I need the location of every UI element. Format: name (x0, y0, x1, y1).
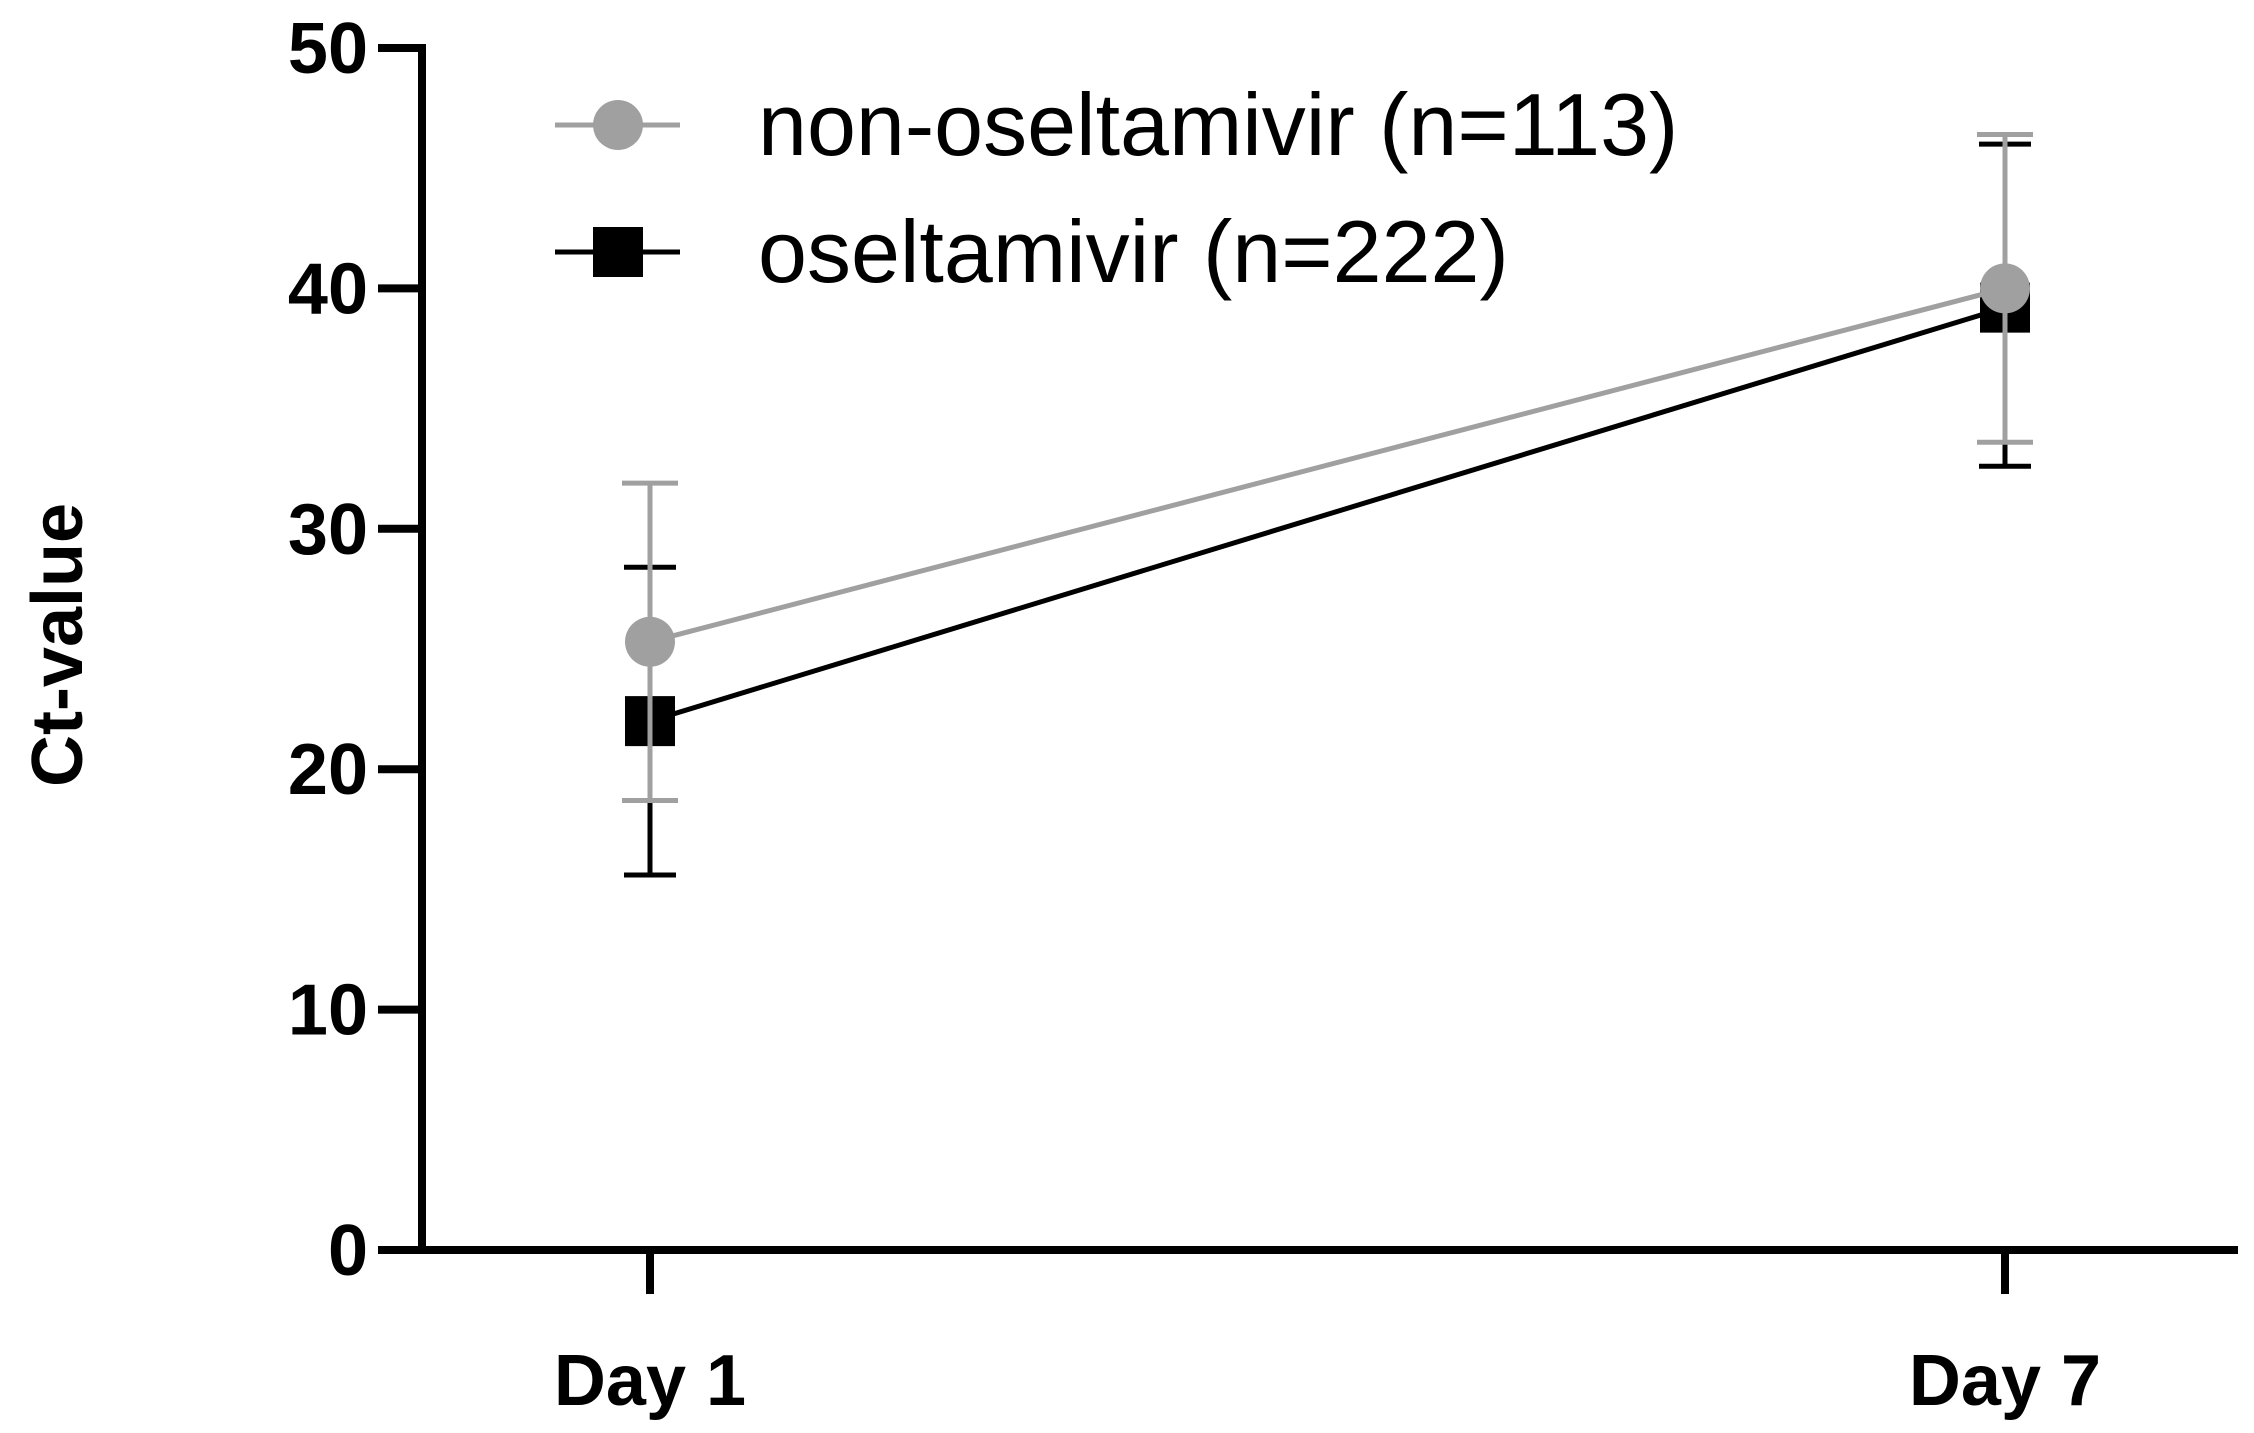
y-tick-label: 30 (288, 490, 368, 570)
data-point (625, 616, 675, 667)
legend-label: oseltamivir (n=222) (758, 202, 1509, 301)
legend: non-oseltamivir (n=113) oseltamivir (n=22… (555, 75, 1678, 301)
y-tick-label: 20 (288, 730, 368, 810)
axes: 0 10 20 30 40 50 Day 1 Day 7 (288, 9, 2238, 1421)
series-layer (622, 132, 2033, 878)
x-tick-label: Day 1 (554, 1341, 746, 1421)
legend-item: oseltamivir (n=222) (555, 202, 1509, 301)
legend-item: non-oseltamivir (n=113) (555, 75, 1678, 174)
y-tick-label: 10 (288, 971, 368, 1051)
x-tick-label: Day 7 (1909, 1341, 2101, 1421)
data-point (1980, 263, 2030, 314)
legend-marker (593, 227, 643, 277)
y-tick-label: 0 (328, 1211, 368, 1291)
legend-label: non-oseltamivir (n=113) (758, 75, 1678, 174)
y-axis-title: Ct-value (18, 503, 98, 787)
y-tick-label: 50 (288, 9, 368, 89)
legend-marker (593, 100, 643, 150)
series-line (649, 285, 2006, 645)
series-non-oseltamivir (622, 132, 2033, 803)
y-tick-label: 40 (288, 249, 368, 329)
series-line (649, 305, 2006, 724)
